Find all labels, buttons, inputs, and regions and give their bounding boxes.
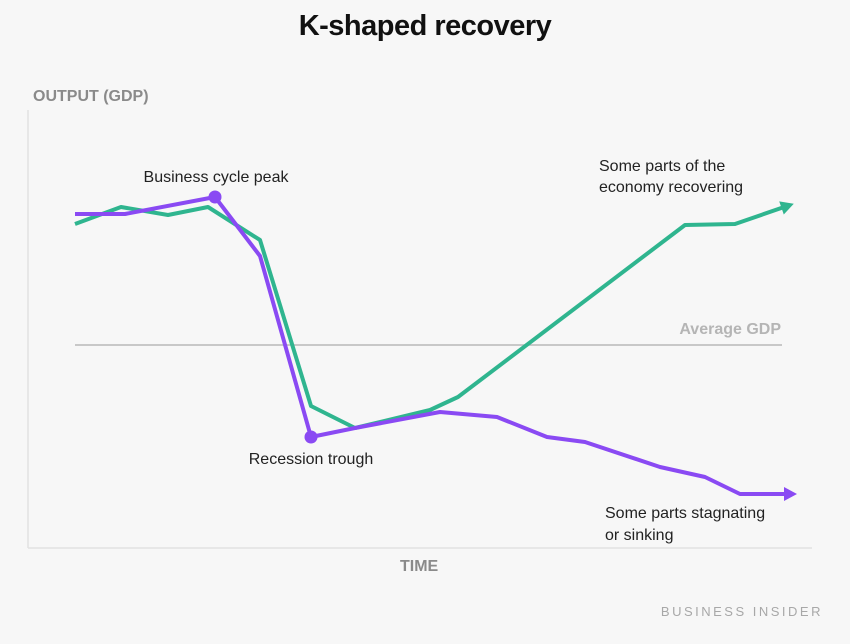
source-credit: BUSINESS INSIDER — [660, 604, 823, 619]
sinking-label-line1: Some parts stagnating — [605, 505, 765, 522]
y-axis-label: OUTPUT (GDP) — [33, 88, 149, 105]
sinking-series-line-arrowhead — [784, 487, 797, 501]
recovering-label-line2: economy recovering — [599, 179, 743, 196]
recovering-series-line — [74, 203, 791, 430]
sinking-label-line2: or sinking — [605, 527, 673, 544]
x-axis-label: TIME — [400, 558, 439, 575]
sinking-series-line — [75, 195, 793, 496]
trough-marker — [304, 430, 318, 444]
peak-label: Business cycle peak — [144, 169, 290, 186]
trough-label: Recession trough — [249, 451, 374, 468]
recovering-series-line-arrowhead — [779, 201, 794, 215]
recovering-label-line1: Some parts of the — [599, 158, 725, 175]
average-gdp-label: Average GDP — [679, 321, 781, 338]
peak-marker — [208, 190, 222, 204]
chart-title: K-shaped recovery — [298, 10, 552, 42]
